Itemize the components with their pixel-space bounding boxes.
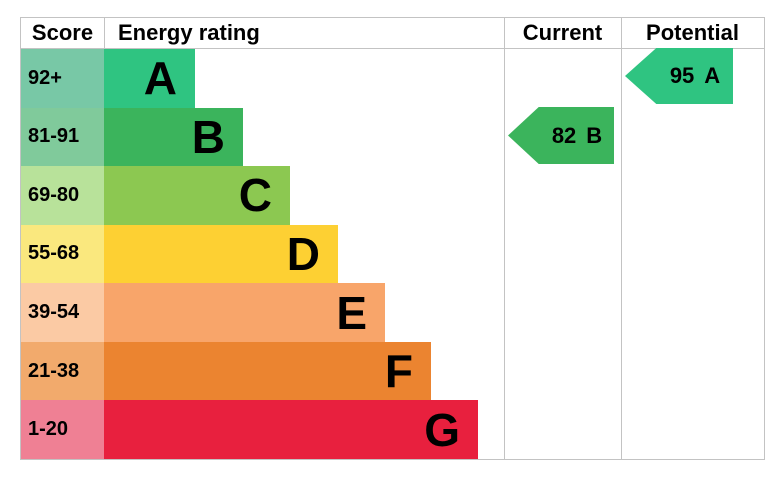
band-rows: 92+ A 81-91 B 69-80 C [21,49,764,459]
potential-rating-letter: A [704,63,721,88]
band-row-a: 92+ A [21,49,764,108]
band-row-g: 1-20 G [21,400,764,459]
epc-table: Score Energy rating Current Potential 92… [20,17,765,460]
band-letter: D [286,227,320,280]
band-bar-e: E [104,283,385,342]
grid-line [104,18,105,48]
grid-line [504,18,505,459]
band-row-e: 39-54 E [21,283,764,342]
header-divider-line [21,48,764,49]
band-letter: F [384,345,413,398]
band-score-range: 55-68 [21,224,104,284]
band-score-range: 69-80 [21,166,104,225]
band-score-range: 81-91 [21,107,104,167]
band-score-range: 21-38 [21,341,104,401]
column-header-current: Current [522,20,603,45]
band-score-range: 1-20 [21,400,104,459]
band-bar-g: G [104,400,478,459]
band-bar-a: A [104,49,195,108]
column-header-score: Score [31,20,94,45]
band-row-b: 81-91 B [21,107,764,167]
band-bar-f: F [104,341,431,401]
column-header-potential: Potential [646,20,739,45]
band-letter: C [238,169,272,222]
column-header-energy-rating: Energy rating [118,20,260,45]
band-row-c: 69-80 C [21,166,764,225]
current-rating-letter: B [586,122,603,148]
band-row-f: 21-38 F [21,341,764,401]
band-bar-d: D [104,224,338,284]
band-score-range: 39-54 [21,283,104,342]
band-bar-c: C [104,166,290,225]
band-letter: B [191,110,225,163]
current-score-value: 82 [551,122,577,148]
potential-score-value: 95 [669,63,695,88]
band-bar-b: B [104,107,243,167]
band-row-d: 55-68 D [21,224,764,284]
band-letter: G [424,403,460,456]
band-score-range: 92+ [21,49,104,108]
band-letter: A [143,52,177,105]
band-letter: E [336,286,367,339]
grid-line [621,18,622,459]
